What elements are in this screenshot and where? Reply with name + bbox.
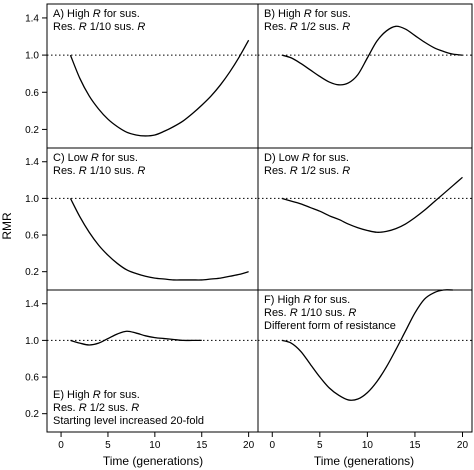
panel-e-title-line-1-part-3: for sus. (101, 389, 140, 401)
panel-c: 0.20.61.01.4 C) Low R for sus.Res. R 1/10… (25, 147, 259, 291)
x-tick-label-f-0: 0 (269, 440, 275, 451)
y-tick-label-a-2: 1.0 (25, 51, 39, 62)
panel-f-title-line-2-part-4: R (348, 307, 356, 319)
panel-e-curve (70, 330, 202, 346)
panel-a-title-line-2-part-3: 1/10 sus. (87, 21, 138, 33)
y-tick-label-e-1: 0.6 (25, 373, 39, 384)
panel-f: 0 5 10 15 20F) High R for sus.Res. R 1/10 su… (257, 289, 473, 451)
panel-a-title-line-2-part-4: R (137, 21, 145, 33)
panel-a-title-line-2-part-2: R (79, 21, 87, 33)
panel-e-title-line-3-part-1: Starting level increased 20-fold (53, 415, 204, 427)
panel-c-title-line-2-part-4: R (137, 165, 145, 177)
y-axis-label: RMR (0, 212, 14, 240)
panel-d-title-line-1-part-3: for sus. (310, 152, 349, 164)
panel-b-title-line-1-part-3: for sus. (312, 8, 351, 20)
x-tick-label-e-0: 0 (58, 440, 64, 451)
panel-c-title-line-2-part-3: 1/10 sus. (87, 165, 138, 177)
panel-c-title-line-2: Res. R 1/10 sus. R (53, 165, 145, 177)
panel-b-title-line-2-part-3: 1/2 sus. (298, 21, 343, 33)
panel-e-title-line-2-part-4: R (131, 402, 139, 414)
panel-c-title-line-2-part-1: Res. (53, 165, 79, 177)
panel-b-title-line-2-part-1: Res. (264, 21, 290, 33)
panel-c-title-line-1-part-2: R (91, 152, 99, 164)
panel-e-title-line-2-part-3: 1/2 sus. (87, 402, 132, 414)
panel-a-title-line-1: A) High R for sus. (53, 8, 140, 20)
panel-d-title-line-1-part-2: R (302, 152, 310, 164)
x-tick-label-e-3: 15 (196, 440, 208, 451)
panel-c-title-line-1-part-3: for sus. (99, 152, 138, 164)
x-tick-label-f-1: 5 (317, 440, 323, 451)
panel-b: B) High R for sus.Res. R 1/2 sus. R (257, 3, 473, 149)
panel-f-title-line-2-part-2: R (290, 307, 298, 319)
y-tick-label-c-1: 0.6 (25, 231, 39, 242)
panel-e-title-line-2: Res. R 1/2 sus. R (53, 402, 139, 414)
panel-f-title-line-3: Different form of resistance (264, 320, 396, 332)
y-tick-label-e-0: 0.2 (25, 409, 39, 420)
panel-c-title-line-1: C) Low R for sus. (53, 152, 138, 164)
panel-f-title-line-1-part-2: R (303, 294, 311, 306)
y-tick-label-c-0: 0.2 (25, 267, 39, 278)
panel-f-title-line-1-part-3: for sus. (311, 294, 350, 306)
panel-b-title-line-1: B) High R for sus. (264, 8, 351, 20)
panel-d-title-line-2-part-1: Res. (264, 165, 290, 177)
panel-b-title-line-2-part-4: R (342, 21, 350, 33)
panel-f-title-line-1: F) High R for sus. (264, 294, 350, 306)
panel-e-title-line-2-part-2: R (79, 402, 87, 414)
panel-d-title-line-2: Res. R 1/2 sus. R (264, 165, 350, 177)
panel-e-title-line-1-part-2: R (93, 389, 101, 401)
panel-c-title-line-1-part-1: C) Low (53, 152, 91, 164)
panel-e-title-line-1: E) High R for sus. (53, 389, 140, 401)
panel-f-title-line-2-part-3: 1/10 sus. (298, 307, 349, 319)
panel-c-curve (69, 198, 249, 281)
panel-f-title-line-2: Res. R 1/10 sus. R (264, 307, 356, 319)
panel-f-title-line-3-part-1: Different form of resistance (264, 320, 396, 332)
y-tick-label-a-1: 0.6 (25, 88, 39, 99)
y-tick-label-c-3: 1.4 (25, 157, 39, 168)
x-tick-label-f-2: 10 (362, 440, 374, 451)
panels-layer: 0.20.61.01.4 A) High R for sus.Res. R 1/1… (25, 3, 473, 451)
x-tick-label-e-2: 10 (149, 440, 161, 451)
panel-f-title-line-2-part-1: Res. (264, 307, 290, 319)
panel-a-title-line-2-part-1: Res. (53, 21, 79, 33)
panel-d-title-line-2-part-2: R (290, 165, 298, 177)
panel-a: 0.20.61.01.4 A) High R for sus.Res. R 1/1… (25, 3, 259, 149)
x-tick-label-f-3: 15 (409, 440, 421, 451)
panel-a-curve (69, 39, 250, 137)
panel-f-frame (257, 289, 473, 433)
panel-d-title-line-1-part-1: D) Low (264, 152, 302, 164)
panel-a-title-line-1-part-1: A) High (53, 8, 93, 20)
panel-e-title-line-1-part-1: E) High (53, 389, 93, 401)
panel-b-title-line-1-part-2: R (304, 8, 312, 20)
x-tick-label-f-4: 20 (457, 440, 469, 451)
panel-d-title-line-2-part-4: R (342, 165, 350, 177)
panel-a-title-line-1-part-2: R (93, 8, 101, 20)
panel-c-title-line-2-part-2: R (79, 165, 87, 177)
panel-f-curve (281, 289, 453, 401)
panel-e-title-line-2-part-1: Res. (53, 402, 79, 414)
panel-f-title-line-1-part-1: F) High (264, 294, 303, 306)
y-tick-label-e-2: 1.0 (25, 336, 39, 347)
panel-b-title-line-1-part-1: B) High (264, 8, 304, 20)
x-tick-label-e-1: 5 (105, 440, 111, 451)
panel-b-curve (281, 25, 463, 86)
x-tick-label-e-4: 20 (243, 440, 255, 451)
panel-a-title-line-1-part-3: for sus. (101, 8, 140, 20)
panel-e-title-line-3: Starting level increased 20-fold (53, 415, 204, 427)
x-axis-label-right: Time (generations) (314, 454, 414, 468)
panel-d-title-line-1: D) Low R for sus. (264, 152, 349, 164)
panel-b-title-line-2-part-2: R (290, 21, 298, 33)
panel-e: 0.20.61.01.40 5 10 15 20E) High R for sus.Re… (25, 289, 259, 451)
y-tick-label-a-0: 0.2 (25, 125, 39, 136)
panel-d: D) Low R for sus.Res. R 1/2 sus. R (257, 147, 473, 291)
y-tick-label-e-3: 1.4 (25, 299, 39, 310)
y-tick-label-c-2: 1.0 (25, 194, 39, 205)
panel-d-title-line-2-part-3: 1/2 sus. (298, 165, 343, 177)
panel-b-title-line-2: Res. R 1/2 sus. R (264, 21, 350, 33)
panel-a-title-line-2: Res. R 1/10 sus. R (53, 21, 145, 33)
y-tick-label-a-3: 1.4 (25, 13, 39, 24)
panel-d-curve (281, 176, 463, 233)
x-axis-label-left: Time (generations) (103, 454, 203, 468)
